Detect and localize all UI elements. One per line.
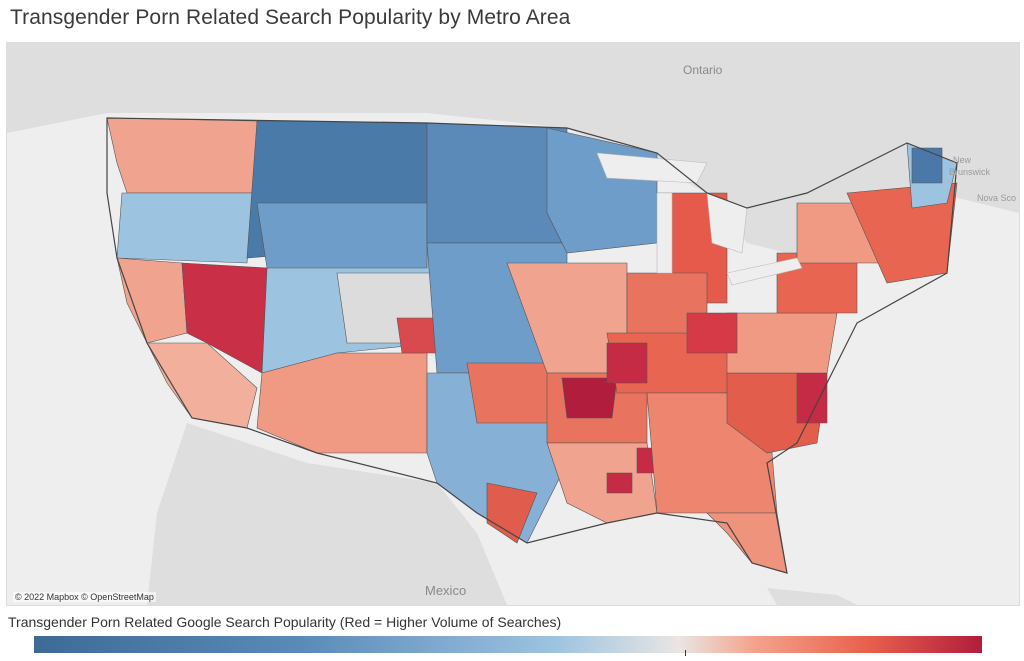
map-attribution[interactable]: © 2022 Mapbox © OpenStreetMap bbox=[13, 592, 156, 602]
label-new-brunswick-2: Brunswick bbox=[949, 167, 991, 177]
legend-midpoint-tick bbox=[685, 650, 686, 656]
label-ontario: Ontario bbox=[683, 63, 723, 77]
region-missouri-hot bbox=[561, 377, 618, 419]
lake-superior bbox=[596, 152, 708, 184]
lake-erie bbox=[726, 257, 803, 286]
great-lakes bbox=[596, 152, 803, 286]
chart-title: Transgender Porn Related Search Populari… bbox=[10, 6, 571, 29]
region-ohio-hot bbox=[686, 312, 738, 354]
region-arizona-newmexico bbox=[256, 352, 428, 454]
region-oregon bbox=[116, 192, 253, 264]
label-new-brunswick-1: New bbox=[953, 155, 972, 165]
region-nevada bbox=[181, 262, 268, 374]
region-kentucky-hot bbox=[606, 342, 648, 384]
region-virginia bbox=[726, 312, 838, 374]
us-border bbox=[106, 117, 958, 574]
canada-landmass bbox=[7, 43, 1019, 258]
legend-title: Transgender Porn Related Google Search P… bbox=[8, 614, 562, 630]
mexico-landmass bbox=[147, 423, 507, 605]
cuba-landmass bbox=[767, 588, 857, 605]
region-maine-north bbox=[911, 147, 943, 184]
region-texas-east bbox=[466, 362, 553, 424]
region-dakotas bbox=[426, 122, 568, 244]
label-mexico: Mexico bbox=[425, 583, 467, 598]
lake-michigan bbox=[656, 192, 673, 274]
us-metro-map[interactable] bbox=[7, 43, 1019, 605]
region-louisiana-hot bbox=[606, 472, 633, 494]
region-texas-gulf bbox=[486, 482, 538, 544]
label-nova-scotia: Nova Sco bbox=[977, 193, 1017, 203]
region-north-california bbox=[116, 257, 188, 344]
map-panel[interactable]: Ontario Mexico New Brunswick Nova Sco © … bbox=[6, 42, 1020, 606]
region-carolina-hot bbox=[796, 372, 828, 424]
us-regions bbox=[106, 117, 958, 574]
region-wyoming bbox=[256, 202, 428, 269]
region-washington bbox=[106, 117, 258, 194]
legend-color-bar bbox=[34, 636, 982, 653]
